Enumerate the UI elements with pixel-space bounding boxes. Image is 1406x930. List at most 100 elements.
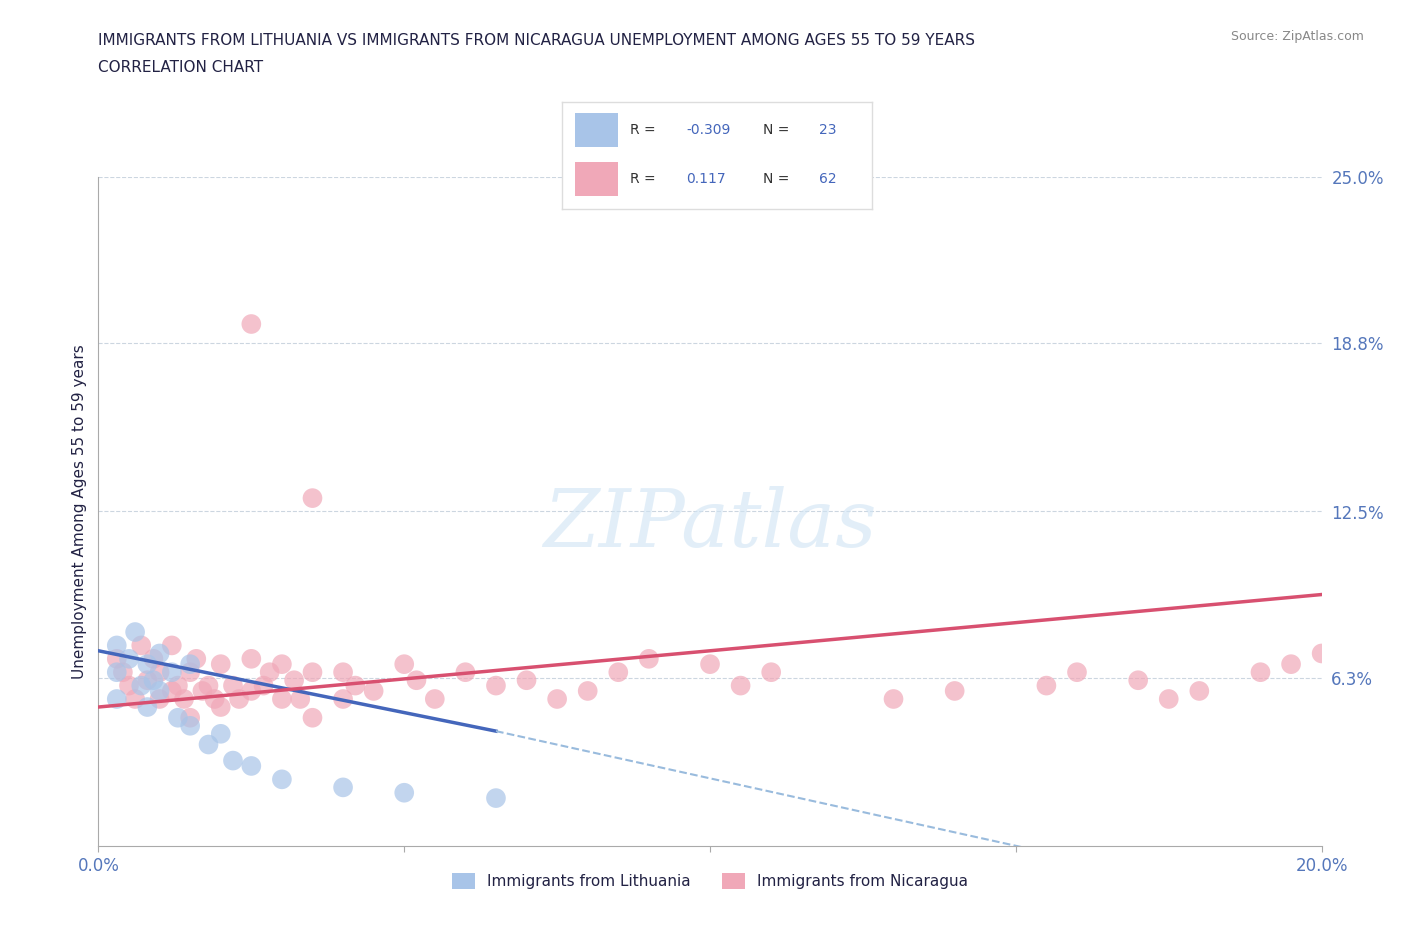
Point (124, 692, 146, 707)
Point (301, 491, 323, 506)
Text: 0.117: 0.117 (686, 172, 725, 186)
Point (167, 678, 190, 693)
Point (1249, 665, 1271, 680)
Point (730, 678, 752, 693)
Point (228, 692, 250, 707)
Point (344, 678, 367, 693)
Point (332, 665, 354, 680)
Point (149, 665, 172, 680)
Point (1188, 684, 1211, 698)
Text: 62: 62 (820, 172, 837, 186)
Point (105, 638, 128, 653)
Point (363, 684, 385, 698)
Text: N =: N = (763, 172, 790, 186)
Text: CORRELATION CHART: CORRELATION CHART (98, 60, 263, 75)
Point (118, 651, 141, 666)
Point (240, 651, 263, 666)
Point (392, 657, 416, 671)
Point (332, 692, 354, 707)
Text: IMMIGRANTS FROM LITHUANIA VS IMMIGRANTS FROM NICARAGUA UNEMPLOYMENT AMONG AGES 5: IMMIGRANTS FROM LITHUANIA VS IMMIGRANTS … (98, 33, 976, 47)
Point (136, 672, 159, 687)
Point (118, 678, 141, 693)
FancyBboxPatch shape (575, 113, 619, 147)
Legend: Immigrants from Lithuania, Immigrants from Nicaragua: Immigrants from Lithuania, Immigrants fr… (446, 868, 974, 896)
Point (111, 665, 134, 680)
Point (136, 699, 159, 714)
Point (270, 657, 292, 671)
Point (160, 638, 183, 653)
Text: 23: 23 (820, 123, 837, 137)
Point (405, 672, 427, 687)
Point (105, 651, 128, 666)
Point (179, 665, 201, 680)
Point (759, 665, 782, 680)
Point (485, 678, 508, 693)
Point (209, 657, 232, 671)
Text: R =: R = (630, 172, 657, 186)
Point (1128, 672, 1150, 687)
Point (1035, 678, 1057, 693)
Point (485, 790, 508, 805)
Point (1310, 646, 1333, 661)
Point (136, 657, 159, 671)
FancyBboxPatch shape (575, 162, 619, 196)
Point (240, 316, 263, 331)
Text: ZIPatlas: ZIPatlas (543, 486, 877, 564)
Point (105, 665, 128, 680)
Point (186, 651, 208, 666)
Point (290, 692, 312, 707)
Point (179, 657, 201, 671)
Point (149, 646, 172, 661)
Point (301, 665, 323, 680)
Point (105, 692, 128, 707)
Point (179, 711, 201, 725)
Point (129, 678, 152, 693)
Point (270, 772, 292, 787)
Point (546, 692, 568, 707)
Point (1279, 657, 1302, 671)
Point (160, 665, 183, 680)
Text: N =: N = (763, 123, 790, 137)
Point (167, 711, 190, 725)
Point (1157, 692, 1180, 707)
Point (283, 672, 305, 687)
Point (392, 785, 416, 800)
Point (883, 692, 905, 707)
Point (142, 651, 165, 666)
Point (149, 692, 172, 707)
Point (197, 678, 219, 693)
Point (173, 692, 195, 707)
Point (301, 711, 323, 725)
Text: -0.309: -0.309 (686, 123, 731, 137)
Point (129, 638, 152, 653)
Point (943, 684, 966, 698)
Y-axis label: Unemployment Among Ages 55 to 59 years: Unemployment Among Ages 55 to 59 years (72, 344, 87, 679)
Point (240, 759, 263, 774)
Point (259, 665, 281, 680)
Point (1066, 665, 1088, 680)
Point (204, 692, 226, 707)
Point (191, 684, 214, 698)
Text: R =: R = (630, 123, 657, 137)
Point (637, 651, 661, 666)
Point (423, 692, 446, 707)
Point (222, 678, 245, 693)
Point (454, 665, 477, 680)
Point (270, 692, 292, 707)
Point (332, 780, 354, 795)
Point (209, 699, 232, 714)
Point (197, 737, 219, 752)
Point (160, 684, 183, 698)
Point (607, 665, 630, 680)
Point (222, 753, 245, 768)
Point (516, 672, 538, 687)
Point (142, 672, 165, 687)
Point (576, 684, 599, 698)
Point (149, 684, 172, 698)
Text: Source: ZipAtlas.com: Source: ZipAtlas.com (1230, 30, 1364, 43)
Point (124, 625, 146, 640)
Point (252, 678, 274, 693)
Point (209, 726, 232, 741)
Point (240, 684, 263, 698)
Point (699, 657, 721, 671)
